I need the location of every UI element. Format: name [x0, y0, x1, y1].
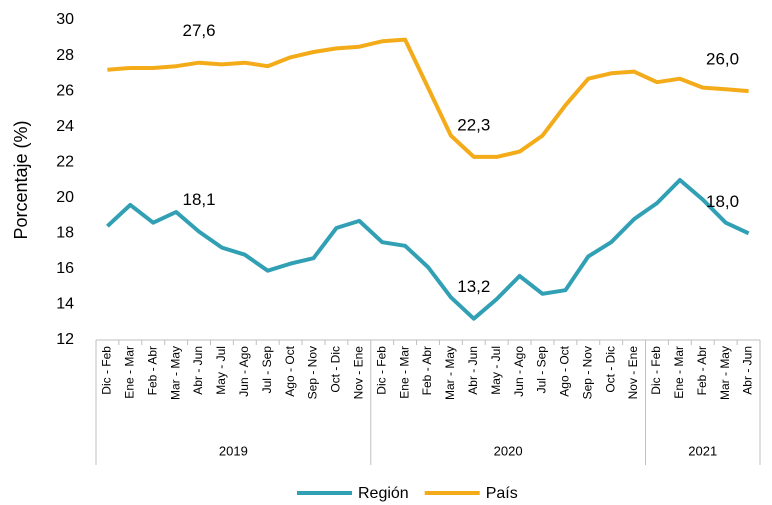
- x-tick-label: Nov - Ene: [626, 346, 640, 400]
- data-label: 27,6: [182, 21, 215, 40]
- x-tick-label: Ago - Oct: [558, 345, 572, 396]
- x-tick-label: Mar - May: [718, 346, 732, 400]
- series-line: [106, 178, 750, 321]
- x-tick-label: Sep - Nov: [306, 346, 320, 399]
- x-tick-label: Dic - Feb: [374, 346, 388, 395]
- data-label: 22,3: [457, 115, 490, 134]
- x-tick-label: Mar - May: [168, 346, 182, 400]
- x-tick-label: Sep - Nov: [580, 346, 594, 399]
- y-tick-label: 26: [56, 82, 74, 99]
- x-tick-label: Ene - Mar: [672, 346, 686, 399]
- x-group-label: 2020: [494, 443, 523, 458]
- x-tick-label: Dic - Feb: [649, 346, 663, 395]
- x-tick-label: Oct - Dic: [329, 346, 343, 393]
- data-label: 18,1: [182, 190, 215, 209]
- x-tick-label: Feb - Abr: [695, 346, 709, 395]
- x-tick-label: Abr - Jun: [191, 346, 205, 395]
- y-tick-label: 22: [56, 153, 74, 170]
- x-tick-label: Jun - Ago: [237, 346, 251, 397]
- y-tick-label: 14: [56, 296, 74, 313]
- data-label: 26,0: [706, 50, 739, 69]
- x-tick-label: Feb - Abr: [145, 346, 159, 395]
- data-label: 13,2: [457, 277, 490, 296]
- x-tick-label: Ene - Mar: [397, 346, 411, 399]
- x-tick-label: Abr - Jun: [466, 346, 480, 395]
- x-tick-label: Ene - Mar: [123, 346, 137, 399]
- x-tick-label: Jul - Sep: [535, 346, 549, 394]
- y-tick-label: 16: [56, 260, 74, 277]
- y-tick-label: 24: [56, 118, 74, 135]
- x-tick-label: Jun - Ago: [512, 346, 526, 397]
- x-tick-label: Oct - Dic: [603, 346, 617, 393]
- x-group-label: 2019: [219, 443, 248, 458]
- legend-label: Región: [358, 485, 409, 502]
- y-tick-label: 18: [56, 225, 74, 242]
- y-tick-label: 30: [56, 11, 74, 28]
- x-tick-label: Jul - Sep: [260, 346, 274, 394]
- y-axis-label: Porcentaje (%): [11, 120, 31, 239]
- y-tick-label: 20: [56, 189, 74, 206]
- x-tick-label: Abr - Jun: [741, 346, 755, 395]
- x-tick-label: May - Jul: [489, 346, 503, 395]
- x-tick-label: Feb - Abr: [420, 346, 434, 395]
- x-tick-label: Mar - May: [443, 346, 457, 400]
- data-label: 18,0: [706, 192, 739, 211]
- x-tick-label: Ago - Oct: [283, 345, 297, 396]
- x-tick-label: Nov - Ene: [351, 346, 365, 400]
- x-group-label: 2021: [688, 443, 717, 458]
- y-tick-label: 28: [56, 47, 74, 64]
- x-tick-label: May - Jul: [214, 346, 228, 395]
- x-tick-label: Dic - Feb: [100, 346, 114, 395]
- legend-label: País: [486, 485, 518, 502]
- series-line: [107, 37, 749, 159]
- y-tick-label: 12: [56, 331, 74, 348]
